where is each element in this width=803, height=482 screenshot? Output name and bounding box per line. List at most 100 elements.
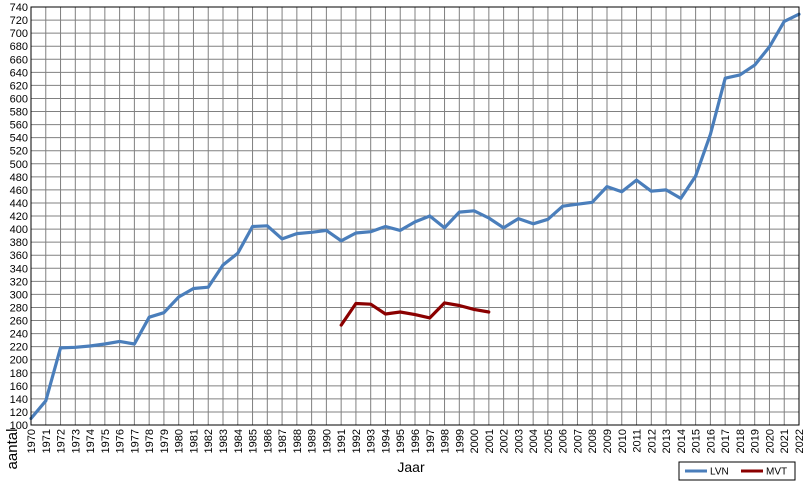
x-tick-label: 2019 xyxy=(750,429,762,453)
y-tick-label: 440 xyxy=(10,198,28,210)
x-tick-label: 2013 xyxy=(661,429,673,453)
plot-area-border xyxy=(30,6,800,426)
x-tick-label: 2012 xyxy=(646,429,658,453)
x-tick-label: 1996 xyxy=(410,429,422,453)
y-tick-label: 280 xyxy=(10,302,28,314)
x-tick-label: 1984 xyxy=(233,429,245,453)
y-tick-label: 700 xyxy=(10,28,28,40)
x-tick-label: 2008 xyxy=(587,429,599,453)
y-tick-label: 100 xyxy=(10,420,28,432)
x-tick-label: 1999 xyxy=(454,429,466,453)
y-tick-label: 540 xyxy=(10,133,28,145)
x-tick-label: 1997 xyxy=(425,429,437,453)
x-tick-label: 1982 xyxy=(203,429,215,453)
x-tick-label: 1995 xyxy=(395,429,407,453)
x-axis-label: Jaar xyxy=(397,459,425,475)
x-tick-label: 2014 xyxy=(676,429,688,453)
x-tick-label: 1976 xyxy=(115,429,127,453)
x-tick-label: 1987 xyxy=(277,429,289,453)
x-tick-label: 1989 xyxy=(307,429,319,453)
y-tick-label: 620 xyxy=(10,80,28,92)
x-tick-label: 2021 xyxy=(779,429,791,453)
y-tick-label: 300 xyxy=(10,289,28,301)
x-tick-label: 1978 xyxy=(144,429,156,453)
y-tick-label: 380 xyxy=(10,237,28,249)
x-tick-label: 2005 xyxy=(543,429,555,453)
y-axis-tick-labels: 1001201401601802002202402602803003203403… xyxy=(10,2,28,432)
x-tick-label: 1998 xyxy=(440,429,452,453)
x-tick-label: 2007 xyxy=(572,429,584,453)
legend: LVN MVT xyxy=(678,461,796,481)
x-axis-tick-labels: 1970 1971 1972 1973 1974 1975 1976 1977 1978 1979… xyxy=(26,429,803,453)
x-tick-label: 2022 xyxy=(794,429,803,453)
y-tick-label: 500 xyxy=(10,159,28,171)
y-tick-label: 160 xyxy=(10,381,28,393)
y-tick-label: 260 xyxy=(10,316,28,328)
y-tick-label: 220 xyxy=(10,342,28,354)
y-tick-label: 680 xyxy=(10,41,28,53)
y-tick-label: 640 xyxy=(10,67,28,79)
y-tick-label: 580 xyxy=(10,107,28,119)
series-line-mvt xyxy=(339,301,491,327)
x-tick-label: 2011 xyxy=(632,429,644,453)
x-tick-label: 2001 xyxy=(484,429,496,453)
y-tick-label: 480 xyxy=(10,172,28,184)
y-tick-label: 600 xyxy=(10,93,28,105)
legend-label-mvt: MVT xyxy=(766,467,787,478)
x-tick-label: 1977 xyxy=(129,429,141,453)
y-tick-label: 660 xyxy=(10,54,28,66)
series-lines xyxy=(29,12,801,421)
x-tick-label: 1972 xyxy=(56,429,68,453)
y-tick-label: 420 xyxy=(10,211,28,223)
x-tick-label: 1974 xyxy=(85,429,97,453)
grid-lines xyxy=(30,6,800,426)
x-tick-label: 2010 xyxy=(617,429,629,453)
series-line-lvn xyxy=(29,12,801,421)
x-tick-label: 2002 xyxy=(499,429,511,453)
x-tick-label: 1980 xyxy=(174,429,186,453)
y-tick-label: 460 xyxy=(10,185,28,197)
y-axis-label: aantal xyxy=(4,429,21,470)
x-tick-label: 2000 xyxy=(469,429,481,453)
x-tick-label: 2004 xyxy=(528,429,540,453)
x-tick-label: 1992 xyxy=(351,429,363,453)
y-tick-label: 400 xyxy=(10,224,28,236)
y-tick-label: 740 xyxy=(10,2,28,14)
x-tick-label: 1981 xyxy=(188,429,200,453)
y-tick-label: 520 xyxy=(10,146,28,158)
x-tick-label: 2020 xyxy=(764,429,776,453)
x-tick-label: 1990 xyxy=(321,429,333,453)
x-tick-label: 1973 xyxy=(70,429,82,453)
y-tick-label: 140 xyxy=(10,394,28,406)
x-tick-label: 2003 xyxy=(513,429,525,453)
x-tick-label: 2016 xyxy=(705,429,717,453)
x-tick-label: 1994 xyxy=(380,429,392,453)
x-tick-label: 1988 xyxy=(292,429,304,453)
x-tick-label: 1991 xyxy=(336,429,348,453)
y-tick-label: 120 xyxy=(10,407,28,419)
x-tick-label: 1985 xyxy=(248,429,260,453)
y-tick-label: 720 xyxy=(10,15,28,27)
y-tick-label: 200 xyxy=(10,355,28,367)
x-tick-label: 1971 xyxy=(41,429,53,453)
x-tick-label: 2018 xyxy=(735,429,747,453)
x-tick-label: 1986 xyxy=(262,429,274,453)
x-tick-label: 1979 xyxy=(159,429,171,453)
legend-label-lvn: LVN xyxy=(710,467,729,478)
y-tick-label: 340 xyxy=(10,263,28,275)
x-tick-label: 1983 xyxy=(218,429,230,453)
x-tick-label: 2015 xyxy=(691,429,703,453)
x-tick-label: 2017 xyxy=(720,429,732,453)
y-tick-label: 320 xyxy=(10,276,28,288)
y-tick-label: 560 xyxy=(10,120,28,132)
legend-box xyxy=(678,461,796,481)
y-tick-label: 240 xyxy=(10,329,28,341)
y-tick-label: 180 xyxy=(10,368,28,380)
x-tick-label: 1975 xyxy=(100,429,112,453)
x-tick-label: 2009 xyxy=(602,429,614,453)
y-tick-label: 360 xyxy=(10,250,28,262)
x-tick-label: 2006 xyxy=(558,429,570,453)
x-tick-label: 1993 xyxy=(366,429,378,453)
x-tick-label: 1970 xyxy=(26,429,38,453)
